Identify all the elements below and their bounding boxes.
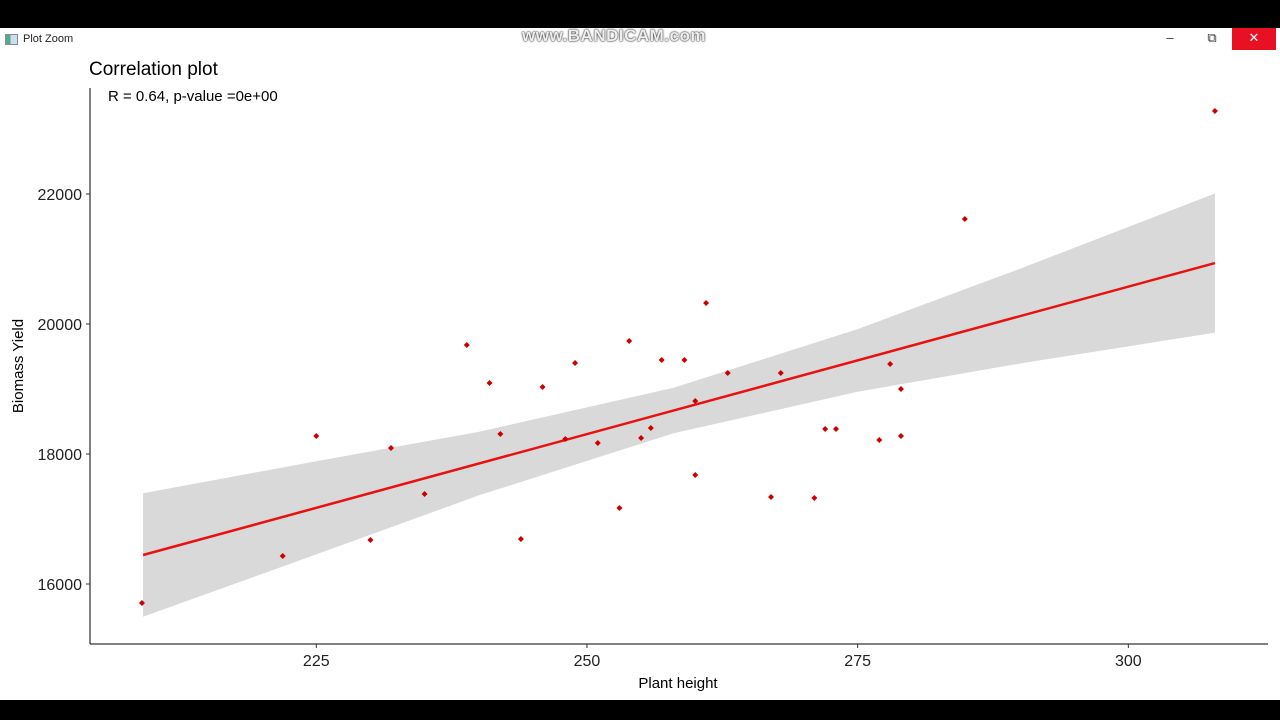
data-point [279, 552, 286, 559]
data-point [387, 445, 394, 452]
minimize-button[interactable]: – [1166, 30, 1174, 45]
data-point [692, 398, 699, 405]
data-point [777, 370, 784, 377]
data-point [1211, 108, 1218, 115]
data-point [638, 435, 645, 442]
x-tick-label: 225 [303, 653, 330, 670]
data-point [517, 536, 524, 543]
data-point [897, 433, 904, 440]
data-point [539, 383, 546, 390]
data-point [463, 342, 470, 349]
correlation-annotation: R = 0.64, p-value =0e+00 [108, 88, 278, 105]
data-point [497, 430, 504, 437]
data-point [961, 216, 968, 223]
data-point [681, 357, 688, 364]
chart-title: Correlation plot [89, 59, 219, 80]
x-tick-label: 300 [1115, 653, 1142, 670]
data-point [421, 490, 428, 497]
data-point [887, 360, 894, 367]
data-point [616, 505, 623, 512]
data-point [138, 599, 145, 606]
data-point [768, 494, 775, 501]
y-axis-label: Biomass Yield [10, 319, 27, 413]
x-tick-label: 250 [574, 653, 601, 670]
data-point [626, 338, 633, 345]
bandicam-watermark: www.BANDICAM.com [522, 26, 706, 45]
data-point [724, 370, 731, 377]
data-point [822, 425, 829, 432]
window-title: Plot Zoom [23, 33, 74, 45]
title-bar: Plot Zoom – ⧉ ✕ [0, 28, 1280, 50]
plot-zoom-app-icon [5, 34, 18, 45]
data-point [313, 433, 320, 440]
data-point [876, 437, 883, 444]
data-point [832, 425, 839, 432]
data-point [897, 386, 904, 393]
data-point [562, 435, 569, 442]
data-point [486, 380, 493, 387]
y-tick-label: 18000 [38, 447, 83, 464]
x-tick-label: 275 [844, 653, 871, 670]
data-point [647, 425, 654, 432]
close-button[interactable]: ✕ [1232, 28, 1276, 50]
data-point [367, 537, 374, 544]
restore-button[interactable]: ⧉ [1207, 30, 1217, 45]
regression-line [142, 261, 1216, 557]
y-tick-label: 22000 [38, 187, 83, 204]
y-tick-label: 20000 [38, 317, 83, 334]
confidence-band [143, 193, 1215, 617]
data-point [594, 440, 601, 447]
data-point [572, 360, 579, 367]
data-point [658, 357, 665, 364]
data-point [811, 495, 818, 502]
y-tick-label: 16000 [38, 577, 83, 594]
data-point [692, 472, 699, 479]
x-axis-label: Plant height [638, 675, 718, 692]
data-point [703, 300, 710, 307]
